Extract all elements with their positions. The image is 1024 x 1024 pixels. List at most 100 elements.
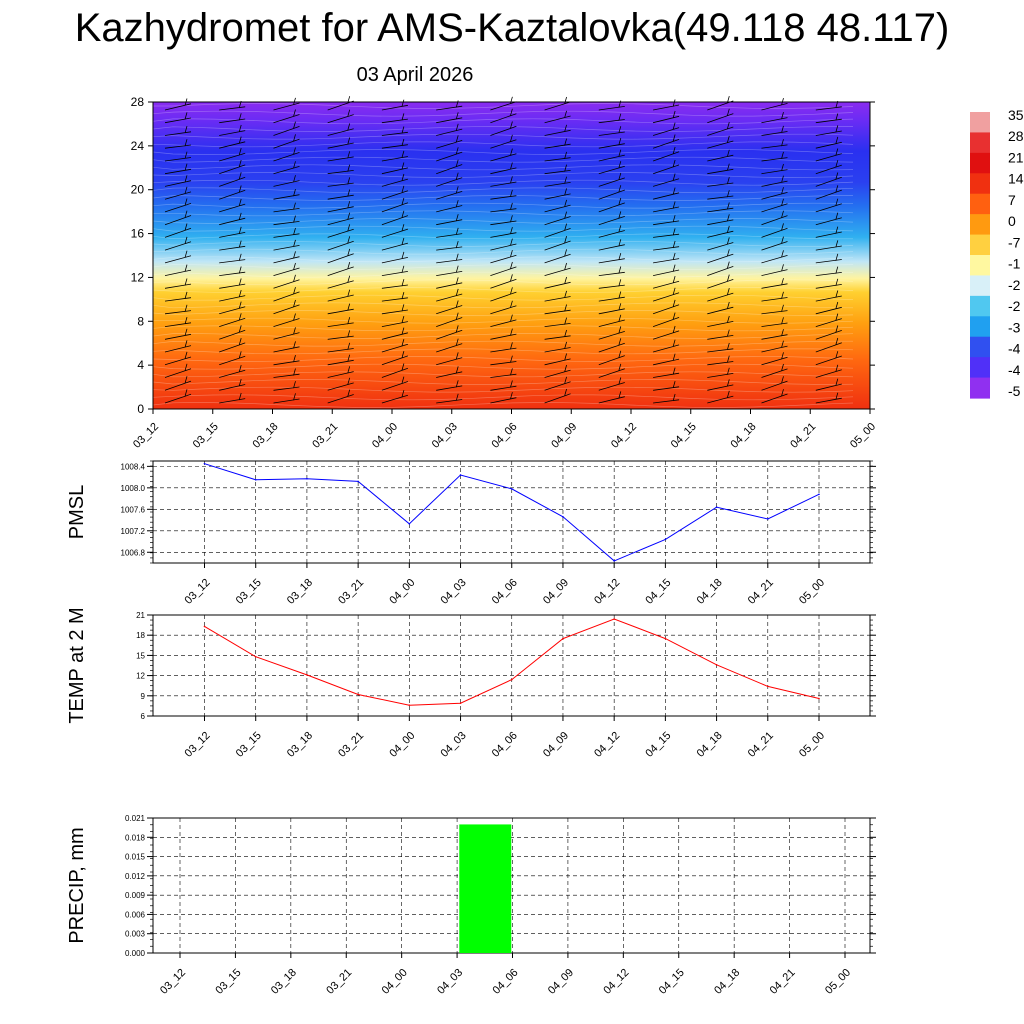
colorbar-swatch	[970, 214, 990, 236]
y-tick-label: 28	[131, 95, 145, 109]
contour-line	[152, 264, 854, 270]
wind-barb	[544, 364, 571, 378]
wind-barb	[381, 265, 408, 276]
wind-barb	[653, 252, 680, 264]
wind-barb	[598, 326, 625, 340]
wind-barb	[327, 236, 354, 251]
wind-barb	[219, 198, 246, 213]
x-tick-label: 04_21	[768, 967, 798, 997]
wind-barb	[219, 325, 246, 340]
data-point	[203, 462, 206, 465]
contour-line	[152, 133, 854, 140]
contour-line	[152, 325, 854, 332]
wind-barb	[381, 99, 408, 111]
x-tick-label: 04_18	[712, 967, 742, 997]
wind-barb	[381, 150, 408, 162]
wind-barb	[490, 261, 517, 276]
wind-barb	[815, 325, 842, 340]
wind-barb	[327, 354, 354, 366]
wind-barb	[273, 202, 300, 213]
data-point	[715, 664, 718, 666]
wind-barb	[544, 317, 571, 327]
wind-barb	[436, 240, 463, 251]
panel-frame	[152, 817, 871, 954]
wind-barb	[327, 123, 354, 136]
wind-barb	[653, 110, 680, 124]
x-tick-label: 04_00	[370, 421, 400, 451]
colorbar-label: 21	[1008, 149, 1024, 165]
x-tick-label: 03_12	[183, 730, 213, 760]
wind-barb	[707, 379, 734, 391]
wind-barb	[544, 388, 571, 404]
wind-barb	[761, 163, 788, 175]
wind-barb	[436, 253, 463, 264]
wind-barb	[544, 151, 571, 162]
x-tick-label: 04_21	[746, 730, 776, 760]
wind-barb	[707, 108, 734, 124]
colorbar-label: 7	[1008, 192, 1016, 208]
contour-line	[152, 340, 853, 347]
wind-barb	[381, 162, 408, 175]
contour-line	[153, 103, 854, 109]
wind-barb	[707, 237, 734, 251]
data-point	[408, 704, 411, 707]
wind-barb	[436, 288, 463, 302]
wind-barb	[544, 164, 571, 175]
wind-barb	[544, 110, 571, 124]
wind-barb	[164, 112, 192, 124]
wind-barb	[761, 139, 788, 149]
data-point	[613, 618, 615, 620]
wind-barb	[490, 162, 517, 175]
colorbar-label: -4	[1008, 362, 1021, 378]
wind-barb	[381, 390, 409, 404]
wind-barb	[219, 364, 246, 378]
wind-barb	[598, 137, 625, 149]
wind-barb	[381, 350, 409, 366]
y-tick-label: 0.009	[125, 891, 146, 900]
wind-barb	[652, 299, 680, 315]
wind-barb	[815, 198, 842, 213]
wind-barb	[164, 139, 192, 149]
contour-line	[152, 310, 854, 316]
x-tick-label: 04_00	[380, 967, 410, 997]
wind-barb	[164, 363, 192, 378]
wind-barb	[598, 225, 625, 238]
wind-barb	[327, 389, 354, 404]
wind-barb	[273, 147, 300, 162]
x-tick-label: 04_15	[669, 421, 699, 451]
wind-barb	[273, 109, 300, 124]
wind-barb	[164, 163, 192, 175]
data-point	[664, 637, 667, 640]
colorbar-label: 0	[1008, 213, 1016, 229]
wind-barb	[761, 329, 788, 340]
x-tick-label: 05_00	[797, 730, 827, 760]
contour-line	[152, 348, 854, 355]
data-point	[818, 493, 820, 496]
y-tick-label: 0.012	[125, 872, 146, 881]
contour-line	[153, 210, 854, 217]
wind-barb	[273, 381, 300, 391]
wind-barb	[381, 315, 408, 327]
wind-barb	[544, 329, 571, 340]
wind-barb	[273, 227, 300, 238]
wind-barb	[436, 366, 463, 378]
wind-barb	[164, 376, 192, 391]
wind-barb	[273, 175, 300, 187]
wind-barb	[544, 304, 571, 315]
x-tick-label: 04_09	[541, 577, 571, 607]
x-tick-label: 03_21	[336, 730, 366, 760]
wind-barb	[598, 314, 625, 327]
colorbar-swatch	[970, 377, 990, 399]
wind-barb	[652, 325, 680, 340]
wind-barb	[490, 215, 517, 226]
wind-barb	[164, 236, 192, 251]
wind-barb	[164, 198, 192, 213]
wind-barb	[815, 278, 842, 289]
data-point	[306, 477, 308, 480]
wind-barb	[815, 313, 842, 327]
wind-barb	[490, 202, 517, 213]
wind-barb	[598, 279, 625, 289]
wind-barb	[436, 227, 463, 238]
wind-barb	[652, 275, 680, 289]
wind-barb	[273, 286, 300, 302]
